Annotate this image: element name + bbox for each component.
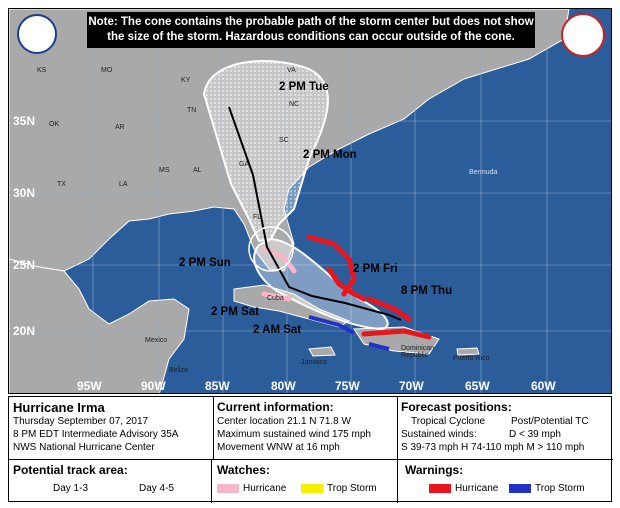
ocean-label: Bermuda [469,169,498,176]
country-label: Dominican Republic [401,345,435,359]
hurricane-warning-swatch [429,484,451,493]
puerto-rico-landmass [456,347,480,356]
legend-divider [397,397,398,459]
lat-label: 20N [13,324,36,338]
storm-circle [248,226,294,272]
country-label: Mexico [145,337,168,344]
current-wind: Maximum sustained wind 175 mph [217,429,371,440]
cone-day-4-5 [202,60,329,243]
warnings-title: Warnings: [405,463,464,477]
forecast-map: Note: The cone contains the probable pat… [8,8,612,394]
legend-divider [213,397,214,459]
state-label: TX [57,181,66,188]
state-label: MS [159,167,170,174]
lon-label: 75W [335,379,360,393]
hurricane-warning-lines [306,234,432,340]
state-label: OK [49,121,60,128]
state-label: VA [287,67,296,74]
watch-trop: Trop Storm [327,483,377,494]
state-label: SC [279,137,289,144]
storm-date: Thursday September 07, 2017 [13,416,149,427]
cone-note: Note: The cone contains the probable pat… [87,12,535,48]
lon-label: 85W [205,379,230,393]
country-label: Puerto Rico [453,355,490,362]
lon-label: 70W [399,379,424,393]
track-label: 2 PM Tue [279,81,329,93]
track-label: 8 PM Thu [401,285,453,297]
state-label: KY [181,77,191,84]
ts-watch-swatch [301,484,323,493]
forecast-d: D < 39 mph [509,429,561,440]
lon-label: 65W [465,379,490,393]
current-movement: Movement WNW at 16 mph [217,442,340,453]
lon-label: 60W [531,379,556,393]
forecast-post: Post/Potential TC [511,416,589,427]
track-label: 2 PM Mon [303,149,357,161]
jamaica-landmass [308,346,336,357]
forecast-track [228,106,402,321]
legend-panel: Hurricane Irma Thursday September 07, 20… [8,396,613,503]
state-label: KS [37,67,47,74]
warning-trop: Trop Storm [535,483,585,494]
forecast-winds: Sustained winds: [401,429,477,440]
state-label: MO [101,67,113,74]
watch-hurricane: Hurricane [243,483,287,494]
state-label: LA [119,181,128,188]
track-label: 2 AM Sat [253,324,302,336]
track-label: 2 PM Sun [179,257,231,269]
nws-logo-icon [561,13,605,57]
legend-divider [211,459,212,503]
storm-name: Hurricane Irma [13,400,105,415]
forecast-title: Forecast positions: [401,400,512,414]
ts-warning-line [308,315,355,335]
ts-warning-line-2 [368,342,390,351]
current-title: Current information: [217,400,334,414]
potential-d13: Day 1-3 [53,483,89,494]
legend-divider [9,459,613,460]
legend-divider [397,459,398,503]
track-label: 2 PM Sat [211,306,259,318]
warning-hurricane: Hurricane [455,483,499,494]
current-location: Center location 21.1 N 71.8 W [217,416,351,427]
state-label: AL [193,167,202,174]
forecast-shm: S 39-73 mph H 74-110 mph M > 110 mph [401,442,585,453]
country-label: Cuba [267,295,284,302]
hurricane-watch-swatch [217,484,239,493]
storm-advisory: 8 PM EDT Intermediate Advisory 35A [13,429,179,440]
watches-title: Watches: [217,463,270,477]
potential-title: Potential track area: [13,463,128,477]
ts-warning-swatch [509,484,531,493]
noaa-logo-icon [17,14,57,54]
lat-label: 25N [13,258,36,272]
lat-label: 30N [13,186,36,200]
state-label: FL [253,214,262,221]
forecast-tc: Tropical Cyclone [411,416,486,427]
state-label: TN [187,107,197,114]
state-label: GA [239,161,250,168]
country-label: Belize [169,367,189,374]
potential-d45: Day 4-5 [139,483,175,494]
map-graphic [9,9,611,393]
state-label: AR [115,124,125,131]
state-label: NC [289,101,300,108]
track-label: 2 PM Fri [353,263,398,275]
lon-label: 90W [141,379,166,393]
lon-label: 80W [271,379,296,393]
country-label: Jamaica [301,359,328,366]
lat-label: 35N [13,114,36,128]
lon-label: 95W [77,379,102,393]
storm-center: NWS National Hurricane Center [13,442,155,453]
mexico-landmass [9,258,190,393]
